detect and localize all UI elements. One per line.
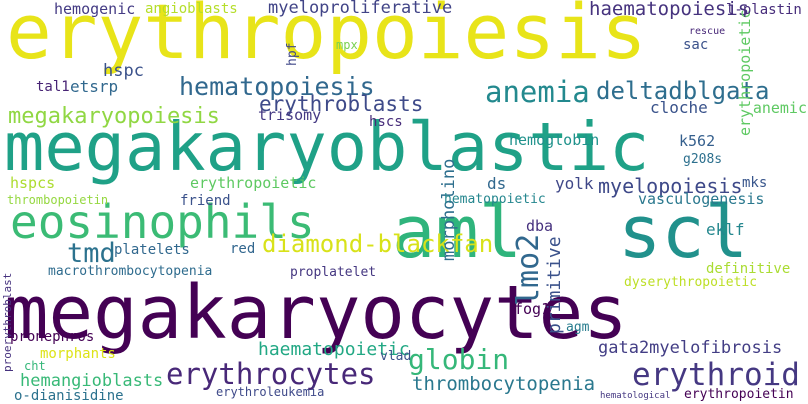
word-erythropoietic: erythropoietic: [190, 174, 317, 192]
word-dba: dba: [526, 217, 554, 235]
word-erythroid: erythroid: [632, 357, 800, 393]
word-hemangioblasts: hemangioblasts: [20, 371, 164, 391]
word-angioblasts: angioblasts: [145, 1, 238, 17]
word-scl: scl: [618, 190, 749, 274]
word-fog1: fog1: [514, 300, 551, 318]
word-lmo2: lmo2: [511, 233, 546, 306]
word-erythropoiesis: erythropoiesis: [6, 0, 647, 76]
word-dyserythropoietic: dyserythropoietic: [624, 275, 758, 290]
word-etsrp: etsrp: [70, 77, 119, 96]
word-hemogenic: hemogenic: [54, 0, 136, 18]
word-eosinophils: eosinophils: [10, 195, 315, 249]
word-hematological: hematological: [600, 391, 671, 401]
word-erythrocytes: erythrocytes: [166, 357, 376, 391]
word-anemia: anemia: [485, 75, 590, 109]
word-definitive: definitive: [706, 261, 791, 277]
word-cht: cht: [24, 359, 46, 373]
word-vlad: vlad: [380, 349, 412, 364]
word-mks: mks: [742, 175, 768, 191]
word-ds: ds: [487, 174, 507, 193]
word-megakaryopoiesis: megakaryopoiesis: [8, 104, 220, 129]
word-morphants: morphants: [40, 346, 116, 362]
word-myeloproliferative: myeloproliferative: [268, 0, 453, 18]
word-erythroblasts: erythroblasts: [259, 92, 424, 116]
word-tal1: tal1: [36, 79, 70, 95]
word-aml: aml: [392, 190, 523, 274]
word-hematopoietic: hematopoietic: [444, 192, 546, 207]
word-thrombocytopenia: thrombocytopenia: [412, 373, 596, 395]
word-hemoglobin: hemoglobin: [509, 131, 600, 149]
word-gata2myelofibrosis: gata2myelofibrosis: [598, 338, 783, 358]
word-l-plastin: l-plastin: [726, 2, 802, 18]
word-megakaryocytes: megakaryocytes: [4, 270, 628, 356]
word-diamond-blackfan: diamond-blackfan: [262, 230, 494, 258]
word-morpholino: morpholino: [439, 158, 459, 261]
word-agm: agm: [566, 320, 590, 335]
word-trisomy: trisomy: [258, 106, 322, 124]
word-primitive: primitive: [544, 236, 565, 334]
word-erythropoietin: erythropoietin: [684, 387, 794, 402]
word-megakaryoblastic: megakaryoblastic: [4, 108, 650, 186]
word-thrombopoietin: thrombopoietin: [7, 193, 109, 207]
word-haematopoiesis: haematopoiesis: [589, 0, 750, 20]
word-proerythroblast: proerythroblast: [1, 272, 14, 372]
word-rescue: rescue: [689, 26, 726, 37]
word-myelopoiesis: myelopoiesis: [598, 174, 743, 198]
word-proplatelet: proplatelet: [290, 265, 377, 280]
word-mpx: mpx: [336, 38, 358, 52]
word-hematopoiesis: hematopoiesis: [179, 72, 375, 101]
word-platelets: platelets: [114, 242, 190, 258]
word-globin: globin: [408, 343, 510, 376]
word-hspc: hspc: [103, 61, 144, 81]
word-anemic: anemic: [752, 99, 807, 117]
word-pronephros: pronephros: [10, 329, 95, 345]
word-o-dianisidine: o-dianisidine: [14, 388, 124, 404]
word-friend: friend: [180, 193, 231, 209]
word-erythroleukemia: erythroleukemia: [216, 385, 325, 399]
word-yolk: yolk: [555, 174, 594, 193]
word-mast: erythropoietic: [736, 9, 754, 136]
word-vasculogenesis: vasculogenesis: [638, 190, 765, 208]
word-haematopoietic: haematopoietic: [258, 339, 410, 360]
word-red: red: [230, 241, 256, 257]
word-cloche: cloche: [650, 98, 708, 117]
word-hpf: hpf: [285, 42, 300, 66]
word-macrothrombocytopenia: macrothrombocytopenia: [48, 264, 213, 279]
word-tmd: tmd: [67, 238, 116, 269]
word-hscs: hscs: [369, 114, 403, 130]
word-sac: sac: [683, 37, 709, 53]
word-deltadblgata: deltadblgata: [596, 77, 770, 105]
word-g208s: g208s: [683, 152, 723, 167]
word-eklf: eklf: [706, 220, 745, 239]
word-k562: k562: [679, 132, 716, 150]
word-hspcs: hspcs: [10, 174, 56, 192]
